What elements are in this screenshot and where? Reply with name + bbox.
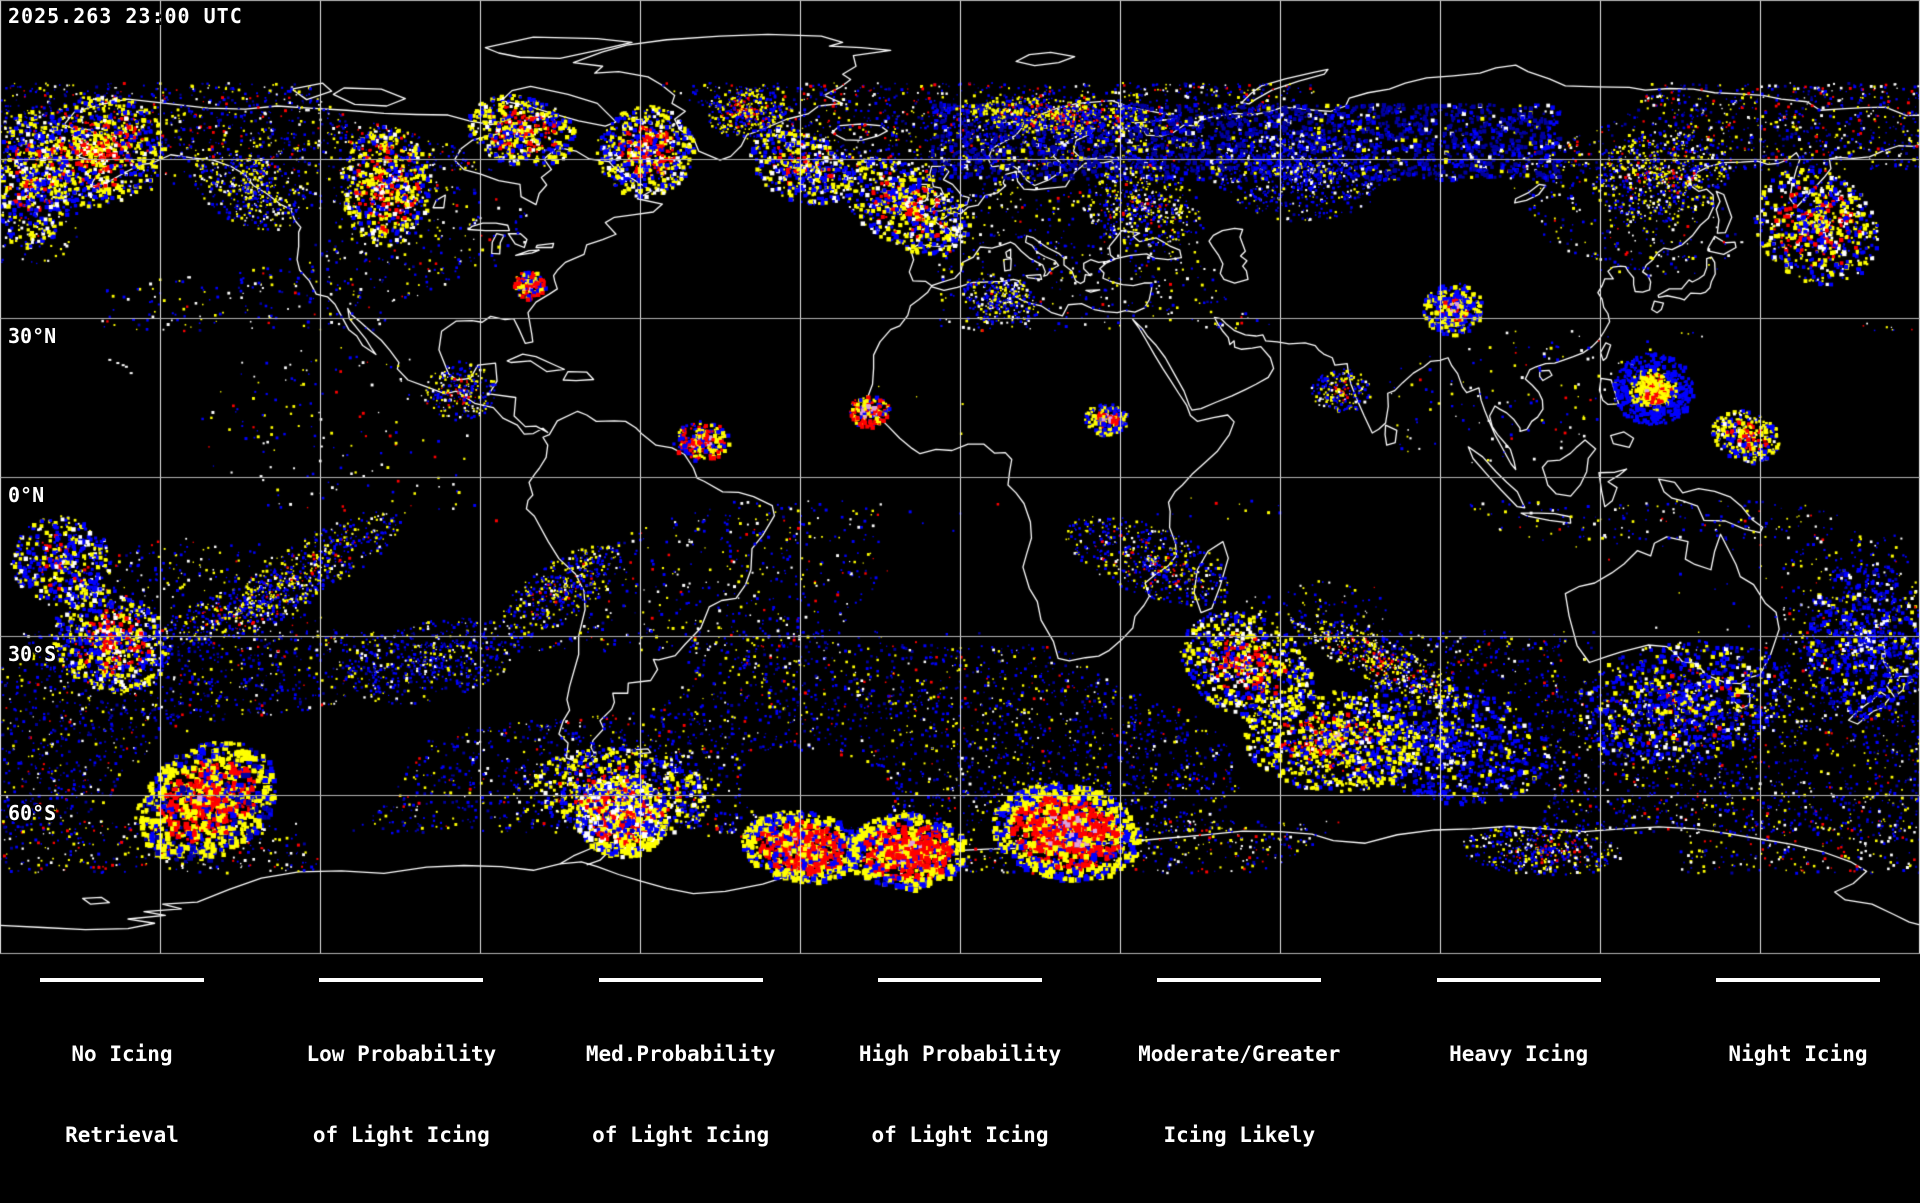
- legend-label-line2: Retrieval: [65, 1123, 179, 1147]
- legend-label-line1: High Probability: [858, 1042, 1062, 1066]
- legend-label-line1: Heavy Icing: [1449, 1042, 1589, 1066]
- legend-label-line2: of Light Icing: [592, 1123, 770, 1147]
- latitude-label: 60°S: [8, 801, 57, 825]
- legend-label-line2: [1728, 1122, 1867, 1149]
- legend-label-line1: Low Probability: [306, 1042, 497, 1066]
- legend-label-line1: Moderate/Greater: [1138, 1042, 1341, 1066]
- icing-map-canvas: [0, 0, 1920, 958]
- legend-label-line2: [1449, 1122, 1588, 1149]
- legend-swatch: [40, 978, 204, 982]
- legend-label: High Probability of Light Icing: [859, 987, 1061, 1203]
- latitude-label: 30°N: [8, 324, 57, 348]
- latitude-label: 0°N: [8, 483, 45, 507]
- world-icing-map: 2025.263 23:00 UTC 30°N 0°N 30°S 60°S: [0, 0, 1920, 958]
- legend-swatch: [319, 978, 484, 982]
- legend-swatch: [877, 978, 1042, 982]
- legend-item: Night Icing: [1690, 958, 1906, 1080]
- legend-item: Moderate/Greater Icing Likely: [1131, 958, 1347, 1147]
- legend-label: Night Icing: [1728, 987, 1867, 1203]
- legend-swatch: [1157, 978, 1322, 982]
- legend-item: High Probability of Light Icing: [852, 958, 1068, 1147]
- legend-swatch: [1715, 978, 1880, 982]
- legend-label-line1: No Icing: [71, 1042, 173, 1066]
- legend-item: Low Probability of Light Icing: [293, 958, 509, 1147]
- legend-swatch: [598, 978, 763, 982]
- legend-item: Med.Probability of Light Icing: [573, 958, 789, 1147]
- legend-label: Med.Probability of Light Icing: [586, 987, 776, 1203]
- legend-item: No Icing Retrieval: [14, 958, 230, 1147]
- legend: No Icing Retrieval Low Probability of Li…: [0, 958, 1920, 1147]
- legend-label: Moderate/Greater Icing Likely: [1138, 987, 1340, 1203]
- legend-item: Heavy Icing: [1411, 958, 1627, 1080]
- latitude-label: 30°S: [8, 642, 57, 666]
- legend-label-line2: of Light Icing: [871, 1123, 1049, 1147]
- timestamp: 2025.263 23:00 UTC: [8, 4, 243, 28]
- legend-label-line1: Night Icing: [1728, 1042, 1868, 1066]
- legend-label: Low Probability of Light Icing: [307, 987, 497, 1203]
- legend-label: Heavy Icing: [1449, 987, 1588, 1203]
- legend-swatch: [1436, 978, 1601, 982]
- satellite-icing-product-screen: { "header": { "timestamp": "2025.263 23:…: [0, 0, 1920, 1147]
- legend-label-line1: Med.Probability: [585, 1042, 776, 1066]
- legend-label-line2: of Light Icing: [312, 1123, 490, 1147]
- legend-label: No Icing Retrieval: [65, 987, 179, 1203]
- legend-label-line2: Icing Likely: [1163, 1123, 1316, 1147]
